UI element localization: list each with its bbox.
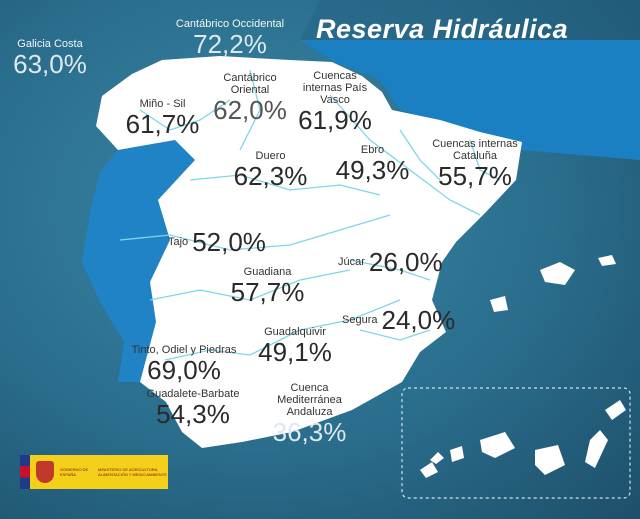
basin-guadalete-barbate: Guadalete-Barbate 54,3% — [138, 388, 248, 428]
basin-value: 63,0% — [13, 49, 87, 79]
basin-cantabrico-oriental: Cantábrico Oriental 62,0% — [210, 72, 290, 124]
basin-value: 52,0% — [192, 227, 266, 257]
logo-right-text: MINISTERIO DE AGRICULTURA, ALIMENTACIÓN … — [98, 467, 167, 477]
basin-segura: Segura 24,0% — [342, 306, 455, 334]
basin-value: 62,0% — [213, 95, 287, 125]
basin-value: 49,3% — [335, 155, 410, 185]
basin-value: 57,7% — [230, 277, 305, 307]
basin-label: Ebro — [360, 144, 385, 156]
basin-value: 61,7% — [125, 109, 200, 139]
basin-label: Cuenca Mediterránea Andaluza — [277, 382, 342, 418]
basin-tinto-odiel-piedras: Tinto, Odiel y Piedras 69,0% — [120, 344, 248, 384]
basin-value: 36,3% — [272, 417, 347, 447]
sea-bay-of-biscay — [300, 40, 640, 160]
basin-label: Tinto, Odiel y Piedras — [131, 344, 237, 356]
basin-label: Tajo — [168, 236, 189, 248]
basin-tajo: Tajo 52,0% — [168, 228, 266, 256]
basin-label: Cuencas internas País Vasco — [302, 70, 368, 106]
basin-mediterranea-andaluza: Cuenca Mediterránea Andaluza 36,3% — [262, 382, 357, 446]
basin-value: 69,0% — [147, 355, 221, 385]
basin-label: Guadalete-Barbate — [146, 388, 240, 400]
coat-of-arms-icon — [36, 461, 54, 483]
basin-label: Guadalquivir — [264, 326, 326, 338]
basin-jucar: Júcar 26,0% — [338, 248, 443, 276]
balearic-islands — [490, 255, 616, 312]
basin-guadalquivir: Guadalquivir 49,1% — [252, 326, 338, 366]
basin-label: Galicia Costa — [17, 38, 83, 50]
rivers — [119, 69, 501, 361]
portugal-shape — [82, 140, 195, 382]
basin-label: Miño - Sil — [139, 98, 186, 110]
basin-label: Guadiana — [243, 266, 292, 278]
canary-inset-frame — [401, 387, 631, 499]
basin-value: 26,0% — [368, 247, 443, 277]
basin-mino-sil: Miño - Sil 61,7% — [120, 98, 205, 138]
basin-label: Cantábrico Oriental — [223, 72, 277, 96]
basin-pais-vasco: Cuencas internas País Vasco 61,9% — [296, 70, 374, 134]
basin-label: Cantábrico Occidental — [175, 18, 285, 30]
basin-value: 55,7% — [438, 161, 512, 191]
map-title: Reserva Hidráulica — [316, 14, 569, 44]
basin-value: 49,1% — [258, 337, 332, 367]
basin-guadiana: Guadiana 57,7% — [225, 266, 310, 306]
basin-label: Duero — [255, 150, 286, 162]
government-logo: GOBIERNO DE ESPAÑA MINISTERIO DE AGRICUL… — [20, 455, 168, 489]
basin-value: 61,9% — [298, 105, 372, 135]
sea-cantabrian — [300, 0, 640, 40]
basin-label: Cuencas internas Cataluña — [432, 138, 518, 162]
basin-value: 54,3% — [156, 399, 230, 429]
flag-stripe — [20, 455, 30, 489]
basin-value: 24,0% — [381, 305, 456, 335]
basin-label: Segura — [342, 314, 378, 326]
basin-duero: Duero 62,3% — [228, 150, 313, 190]
basin-cantabrico-occidental: Cantábrico Occidental 72,2% — [160, 18, 300, 58]
basin-value: 72,2% — [193, 29, 267, 59]
basin-label: Júcar — [338, 256, 365, 268]
basin-ebro: Ebro 49,3% — [330, 144, 415, 184]
basin-cataluna: Cuencas internas Cataluña 55,7% — [420, 138, 530, 190]
basin-value: 62,3% — [233, 161, 308, 191]
basin-galicia-costa: Galicia Costa 63,0% — [8, 38, 92, 78]
canary-islands — [420, 400, 626, 478]
logo-left-text: GOBIERNO DE ESPAÑA — [60, 467, 89, 477]
